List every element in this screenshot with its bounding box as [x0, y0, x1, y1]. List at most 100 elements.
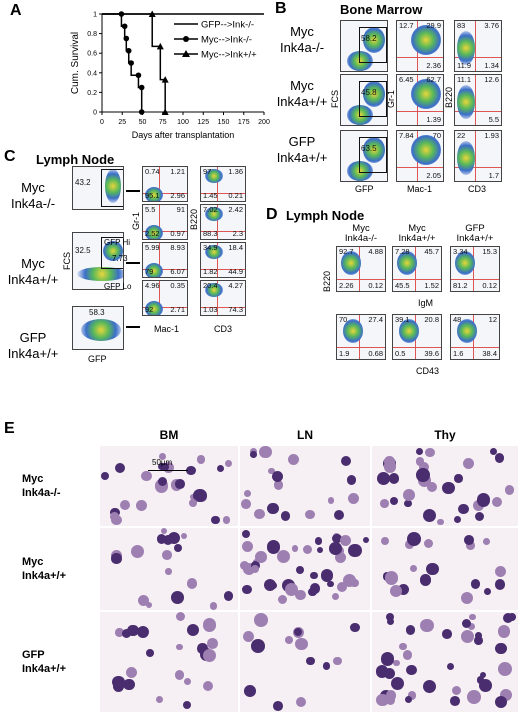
- column-header: Thy: [434, 428, 456, 442]
- cell: [161, 463, 170, 471]
- flow-plot: 63.5: [340, 130, 388, 182]
- cell: [115, 628, 124, 637]
- series-point: [135, 72, 142, 79]
- cell: [276, 549, 291, 564]
- cell: [114, 463, 125, 474]
- cell: [158, 452, 167, 460]
- series-point: [161, 76, 169, 83]
- cell: [381, 537, 390, 546]
- cell: [385, 695, 396, 705]
- cell: [111, 553, 122, 564]
- cell: [193, 488, 207, 503]
- cell: [280, 511, 291, 522]
- quadrant-value: 0.12: [482, 281, 497, 290]
- x-tick-label: 0: [100, 119, 104, 126]
- row-label-line2: Ink4a+/+: [276, 94, 328, 109]
- quadrant-value: 18.4: [228, 243, 243, 252]
- cell: [508, 613, 517, 622]
- cell: [426, 481, 437, 492]
- cell: [494, 579, 506, 591]
- cell: [388, 473, 400, 484]
- flow-plot: 11.1 12.6 5.5: [454, 74, 502, 126]
- quadrant-value: 27.4: [368, 315, 383, 324]
- legend-marker: [183, 36, 189, 42]
- cell: [425, 562, 439, 576]
- cell: [267, 503, 279, 515]
- cell: [137, 595, 149, 607]
- cell-population: [77, 267, 123, 281]
- quadrant-value: 29.9: [426, 21, 441, 30]
- cell: [285, 635, 294, 644]
- quadrant-value: 2.3: [232, 229, 243, 238]
- cell: [288, 453, 299, 465]
- arrow: [126, 326, 140, 328]
- legend-label: Myc-->Ink-/-: [201, 35, 252, 46]
- cell: [183, 677, 192, 685]
- quadrant-value: 45.7: [424, 247, 439, 256]
- cell: [418, 462, 430, 473]
- cell: [269, 581, 278, 590]
- cell-population: [205, 207, 223, 221]
- cell: [243, 685, 256, 698]
- cell-population: [145, 301, 163, 315]
- flow-plot: 58.2: [340, 20, 388, 72]
- cell-population: [363, 81, 385, 107]
- x-tick-label: 200: [258, 119, 270, 126]
- cell: [466, 540, 476, 550]
- cell: [273, 480, 284, 491]
- cell: [442, 628, 453, 639]
- cell: [186, 465, 196, 476]
- quadrant-value: 0.12: [368, 281, 383, 290]
- cell: [223, 591, 233, 601]
- cell: [136, 625, 150, 639]
- flow-plot: 22 1.93 1.7: [454, 130, 502, 182]
- cell-population: [103, 241, 123, 261]
- row-label-line2: Ink4a+/+: [7, 346, 59, 361]
- quadrant-value: 12: [488, 315, 497, 324]
- series-line: [102, 13, 143, 112]
- cell: [111, 514, 123, 526]
- cell: [460, 592, 474, 605]
- flow-plot: 0.74 1.21 95.1 2.96: [142, 166, 188, 202]
- y-axis-label: Gr-1: [386, 90, 396, 108]
- cell: [156, 534, 167, 544]
- y-tick-label: 0.6: [87, 51, 97, 58]
- cell: [494, 565, 506, 577]
- cell: [406, 531, 421, 546]
- gate-line: [393, 347, 441, 348]
- quadrant-value: 0.5: [395, 349, 406, 358]
- cell: [490, 448, 498, 456]
- survival-chart: 0 25 50 75 100 125 150 175 200 0 0.2 0.4 0.6 0.8 1 Days…: [6, 8, 276, 146]
- x-axis-label: CD3: [468, 184, 487, 194]
- cell-population: [347, 105, 373, 125]
- gate-line: [475, 131, 476, 181]
- cell: [422, 509, 436, 523]
- cell-population: [411, 135, 441, 165]
- row-label-line1: Myc: [21, 256, 45, 271]
- cell: [171, 591, 185, 605]
- cell: [294, 589, 306, 601]
- cell: [381, 652, 395, 666]
- cell: [242, 584, 252, 595]
- cell: [469, 614, 476, 621]
- cell-population: [145, 263, 163, 277]
- x-tick-label: 25: [118, 119, 126, 126]
- quadrant-value: 4.88: [368, 247, 383, 256]
- series-point: [123, 35, 130, 42]
- cell: [442, 481, 455, 495]
- column-label: Myc Ink4a+/+: [388, 224, 446, 244]
- quadrant-value: 2.52: [145, 229, 160, 238]
- cell: [125, 666, 138, 679]
- cell: [243, 489, 252, 498]
- flow-plot: 83 3.76 11.9 1.34: [454, 20, 502, 72]
- x-axis-label: GFP: [88, 354, 107, 364]
- quadrant-value: 12.6: [484, 75, 499, 84]
- flow-plot: 5.5 91 2.52 0.97: [142, 204, 188, 240]
- x-tick-label: 175: [238, 119, 250, 126]
- quadrant-value: 0.35: [170, 281, 185, 290]
- cell: [474, 635, 484, 645]
- row-label-line1: Myc: [22, 473, 44, 485]
- gate-line: [217, 167, 218, 201]
- row-label-line1: Myc: [290, 78, 314, 93]
- cell: [302, 545, 312, 555]
